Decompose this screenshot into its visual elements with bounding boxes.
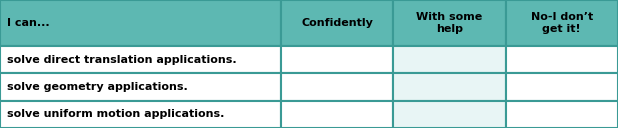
FancyBboxPatch shape — [393, 73, 506, 101]
FancyBboxPatch shape — [506, 46, 618, 73]
FancyBboxPatch shape — [281, 101, 393, 128]
Text: Confidently: Confidently — [301, 18, 373, 28]
FancyBboxPatch shape — [506, 73, 618, 101]
Text: solve uniform motion applications.: solve uniform motion applications. — [7, 109, 225, 119]
FancyBboxPatch shape — [0, 46, 281, 73]
FancyBboxPatch shape — [506, 101, 618, 128]
FancyBboxPatch shape — [506, 0, 618, 46]
Text: solve direct translation applications.: solve direct translation applications. — [7, 55, 237, 65]
FancyBboxPatch shape — [393, 46, 506, 73]
FancyBboxPatch shape — [0, 101, 281, 128]
Text: With some
help: With some help — [416, 12, 483, 34]
FancyBboxPatch shape — [393, 0, 506, 46]
FancyBboxPatch shape — [281, 0, 393, 46]
Text: No-I don’t
get it!: No-I don’t get it! — [531, 12, 593, 34]
Text: I can...: I can... — [7, 18, 50, 28]
FancyBboxPatch shape — [281, 73, 393, 101]
FancyBboxPatch shape — [281, 46, 393, 73]
FancyBboxPatch shape — [0, 73, 281, 101]
Text: solve geometry applications.: solve geometry applications. — [7, 82, 188, 92]
FancyBboxPatch shape — [393, 101, 506, 128]
FancyBboxPatch shape — [0, 0, 281, 46]
